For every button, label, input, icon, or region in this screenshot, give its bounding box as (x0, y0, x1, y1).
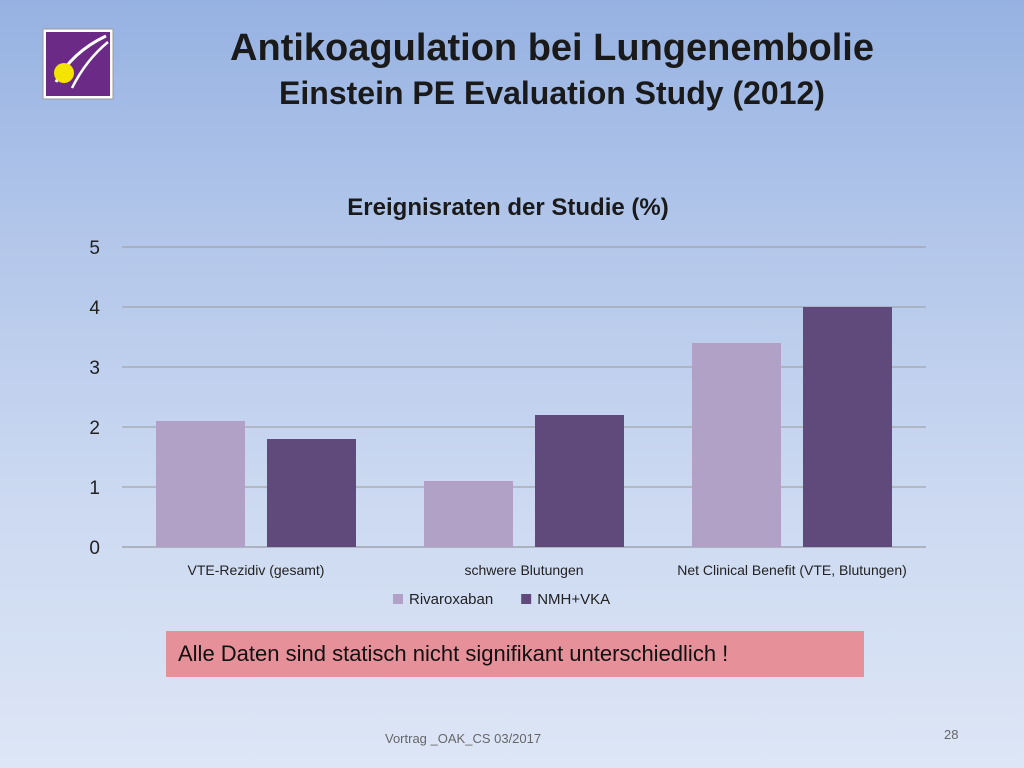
y-tick-label: 4 (89, 298, 100, 319)
bar-nmh-vka (535, 415, 624, 547)
bar-rivaroxaban (156, 421, 245, 547)
comet-logo-icon (42, 28, 114, 100)
logo-dot (54, 63, 74, 83)
bar-rivaroxaban (692, 343, 781, 547)
legend-label: Rivaroxaban (409, 591, 493, 608)
legend-swatch (521, 594, 532, 604)
y-tick-label: 0 (89, 538, 100, 559)
legend-swatch (393, 594, 403, 604)
bar-nmh-vka (803, 307, 892, 547)
page-number: 28 (944, 727, 959, 742)
chart-title: Ereignisraten der Studie (%) (347, 194, 668, 221)
slide-subtitle: Einstein PE Evaluation Study (2012) (279, 75, 825, 111)
x-category-label: VTE-Rezidiv (gesamt) (188, 562, 325, 578)
x-category-label: schwere Blutungen (464, 562, 583, 578)
bar-chart: Ereignisraten der Studie (%) 0 1 2 3 4 5 VTE-Re… (89, 194, 926, 608)
legend-label: NMH+VKA (537, 591, 610, 608)
significance-note: Alle Daten sind statisch nicht signifika… (166, 631, 864, 677)
slide-title: Antikoagulation bei Lungenembolie (230, 27, 874, 69)
footer-text: Vortrag _OAK_CS 03/2017 (385, 731, 542, 746)
slide-title-block: Antikoagulation bei Lungenembolie Einste… (140, 24, 964, 114)
y-tick-label: 1 (89, 478, 100, 499)
logo-background (46, 32, 110, 96)
bar-nmh-vka (267, 439, 356, 547)
y-tick-label: 5 (89, 238, 100, 259)
y-tick-label: 3 (89, 358, 100, 379)
bar-rivaroxaban (424, 481, 513, 547)
y-tick-label: 2 (89, 418, 100, 439)
x-category-label: Net Clinical Benefit (VTE, Blutungen) (677, 562, 907, 578)
